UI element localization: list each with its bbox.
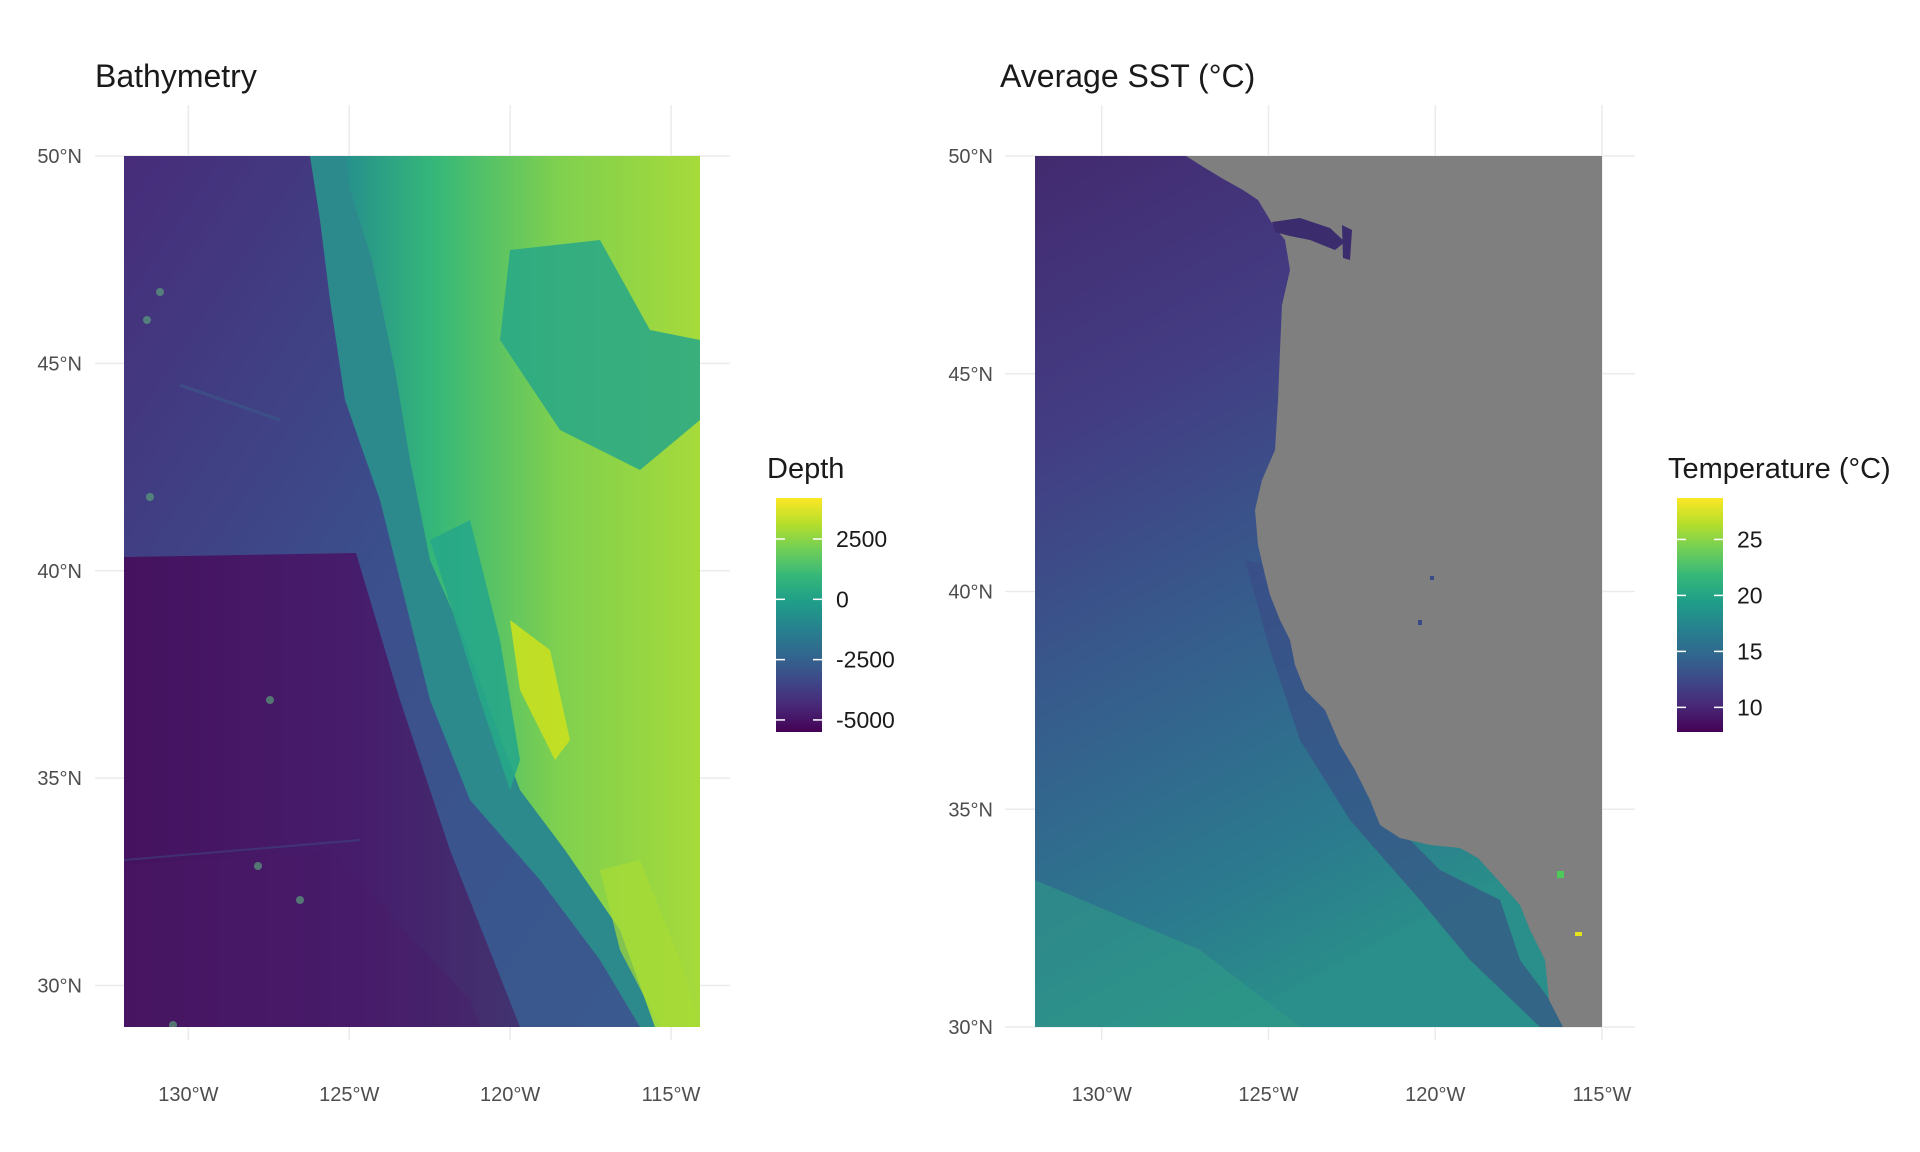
x-tick-label: 130°W (1072, 1084, 1132, 1106)
colorbar (776, 498, 822, 732)
colorbar-label: 15 (1737, 638, 1763, 664)
legend-title: Temperature (°C) (1668, 453, 1891, 485)
sst-raster (1035, 156, 1602, 1027)
peninsular-ranges (600, 860, 700, 1027)
x-tick-label: 125°W (319, 1084, 379, 1106)
temperature-legend: Temperature (°C) 25 20 15 10 (1668, 453, 1891, 732)
x-tick-label: 115°W (642, 1084, 701, 1106)
colorbar-label: 0 (836, 586, 849, 612)
legend-title: Depth (767, 453, 844, 485)
y-tick-label: 45°N (948, 364, 993, 386)
seamount (254, 862, 262, 870)
bathymetry-raster (124, 156, 700, 1027)
colorbar-label: -2500 (836, 647, 895, 673)
land-mask (1186, 156, 1602, 1027)
y-tick-label: 50°N (37, 146, 82, 168)
colorbar-label: -5000 (836, 707, 895, 733)
y-tick-label: 30°N (37, 976, 82, 998)
coastal-upwelling (1245, 560, 1570, 1027)
fracture-zone (124, 839, 361, 861)
gulf-inlet (1575, 932, 1582, 936)
colorbar-label: 20 (1737, 582, 1763, 608)
sierra-ridge (510, 620, 570, 760)
salton-sea (1557, 871, 1564, 878)
y-tick-label: 40°N (37, 561, 82, 583)
deep-basin (124, 553, 520, 1027)
seamount (296, 896, 304, 904)
sst-axis-labels: 130°W 125°W 120°W 115°W 50°N 45°N 40°N 35°N 30°N (948, 146, 1631, 1106)
colorbar-label: 2500 (836, 526, 887, 552)
colorbar (1677, 498, 1723, 732)
depth-legend: Depth 2500 0 -2500 -5000 (767, 453, 895, 733)
lake-pixel (1418, 620, 1422, 625)
seamount (266, 696, 274, 704)
salish-sea (1272, 218, 1345, 250)
y-tick-label: 30°N (948, 1017, 993, 1039)
x-tick-label: 125°W (1238, 1084, 1298, 1106)
bathymetry-axis-labels: 130°W 125°W 120°W 115°W 50°N 45°N 40°N 35°N 30°N (37, 146, 700, 1106)
puget-sound (1342, 225, 1352, 260)
x-tick-label: 120°W (1405, 1084, 1465, 1106)
seamount (156, 288, 164, 296)
central-valley (430, 520, 520, 790)
x-tick-label: 120°W (480, 1084, 540, 1106)
y-tick-label: 35°N (948, 799, 993, 821)
seamount (169, 1021, 177, 1027)
warm-water (1035, 880, 1300, 1027)
bathymetry-title: Bathymetry (95, 58, 257, 94)
x-tick-label: 115°W (1573, 1084, 1632, 1106)
lake-pixel (1430, 576, 1434, 580)
colorbar-label: 25 (1737, 526, 1763, 552)
abyssal-plain (124, 850, 480, 1027)
y-tick-label: 50°N (948, 146, 993, 168)
y-tick-label: 45°N (37, 353, 82, 375)
basin-lowland (500, 240, 700, 470)
seamount (143, 316, 151, 324)
y-tick-label: 40°N (948, 582, 993, 604)
sst-title: Average SST (°C) (1000, 58, 1256, 94)
x-tick-label: 130°W (158, 1084, 218, 1106)
colorbar-label: 10 (1737, 694, 1763, 720)
fracture-zone (179, 383, 281, 422)
y-tick-label: 35°N (37, 768, 82, 790)
seamount (146, 493, 154, 501)
